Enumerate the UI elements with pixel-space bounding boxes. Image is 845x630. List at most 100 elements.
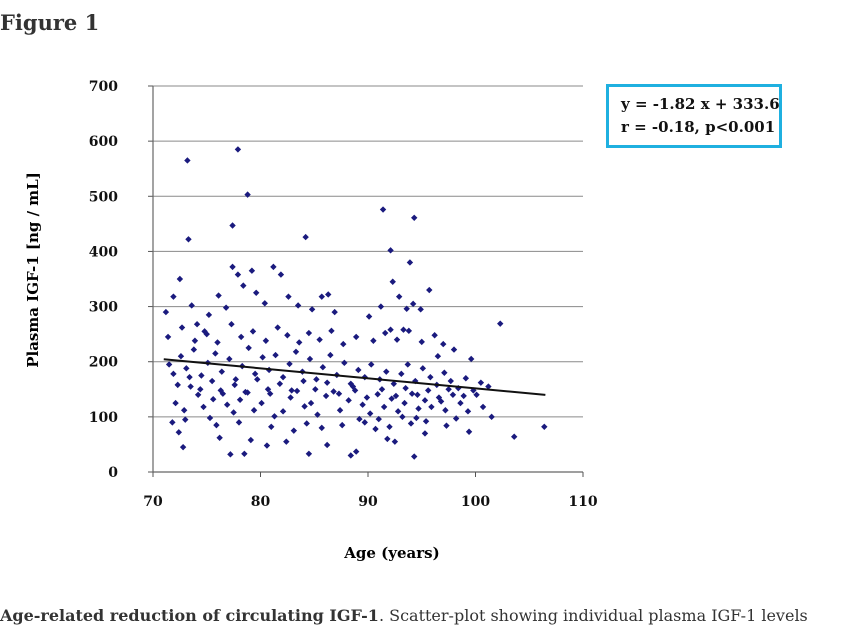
data-point — [450, 346, 458, 353]
data-point — [254, 376, 261, 383]
data-point — [183, 365, 190, 372]
x-tick-label: 110 — [568, 494, 597, 510]
data-point — [227, 451, 234, 458]
data-point — [313, 376, 320, 383]
data-point — [411, 214, 418, 221]
data-point — [400, 326, 407, 333]
data-point — [398, 370, 405, 378]
data-point — [390, 380, 397, 387]
data-point — [352, 333, 360, 341]
data-point — [286, 360, 293, 368]
x-tick-label: 90 — [358, 494, 378, 510]
correlation-stats: r = -0.18, p<0.001 — [621, 118, 776, 136]
figure-title: Figure 1 — [0, 10, 100, 35]
data-point — [253, 289, 260, 296]
data-point — [228, 321, 235, 328]
data-point — [421, 397, 429, 404]
data-point — [249, 328, 257, 335]
data-point — [401, 399, 408, 407]
x-tick-label: 70 — [143, 494, 163, 510]
data-point — [345, 397, 352, 404]
regression-equation-box: y = -1.82 x + 333.6 r = -0.18, p<0.001 — [606, 84, 782, 148]
data-point — [388, 395, 395, 402]
x-axis-label: Age (years) — [343, 544, 439, 562]
data-point — [411, 453, 418, 460]
data-point — [377, 303, 385, 310]
data-point — [464, 408, 472, 415]
data-point — [245, 344, 252, 352]
data-point — [387, 326, 394, 333]
data-point — [223, 401, 231, 408]
x-tick-label: 80 — [251, 494, 271, 510]
data-points — [162, 146, 548, 460]
data-point — [307, 399, 315, 407]
data-point — [335, 390, 343, 397]
data-point — [384, 435, 391, 443]
data-point — [359, 401, 366, 408]
data-point — [308, 306, 316, 313]
data-point — [356, 415, 363, 423]
data-point — [234, 146, 242, 153]
data-point — [425, 387, 432, 394]
data-point — [378, 386, 386, 393]
data-point — [232, 376, 239, 383]
data-point — [250, 407, 258, 414]
data-point — [296, 339, 303, 346]
data-point — [237, 333, 245, 341]
data-point — [437, 398, 445, 405]
data-point — [379, 206, 387, 213]
data-point — [318, 424, 325, 432]
data-point — [406, 259, 414, 266]
data-point — [452, 415, 460, 422]
data-point — [206, 414, 214, 422]
caption-bold: Age-related reduction of circulating IGF… — [0, 606, 379, 625]
data-point — [164, 333, 172, 341]
data-point — [235, 419, 243, 426]
data-point — [244, 191, 251, 198]
data-point — [355, 366, 362, 374]
data-point — [242, 388, 249, 396]
data-point — [305, 450, 313, 458]
data-point — [449, 391, 457, 398]
data-point — [441, 369, 448, 376]
data-point — [248, 267, 256, 274]
data-point — [409, 300, 417, 308]
data-point — [394, 408, 402, 415]
data-point — [247, 436, 255, 444]
data-point — [186, 373, 193, 381]
data-point — [415, 405, 422, 412]
data-point — [465, 428, 473, 435]
data-point — [205, 311, 213, 319]
y-tick-label: 700 — [89, 79, 118, 95]
regression-line — [163, 358, 546, 396]
data-point — [389, 278, 396, 285]
data-point — [264, 386, 272, 393]
data-point — [402, 384, 409, 392]
data-point — [442, 407, 449, 414]
data-point — [203, 330, 210, 338]
data-point — [352, 448, 360, 455]
data-point — [162, 308, 170, 316]
data-point — [387, 247, 394, 254]
data-point — [288, 387, 295, 394]
data-point — [468, 355, 475, 363]
figure-caption: Age-related reduction of circulating IGF… — [0, 606, 845, 625]
data-point — [426, 286, 433, 294]
data-point — [259, 354, 266, 361]
data-point — [391, 438, 399, 445]
data-point — [287, 394, 294, 401]
data-point — [184, 157, 191, 164]
regression-equation: y = -1.82 x + 333.6 — [621, 95, 780, 113]
data-point — [170, 293, 177, 300]
data-point — [434, 353, 442, 360]
data-point — [457, 399, 464, 407]
data-point — [241, 450, 248, 458]
data-point — [270, 263, 277, 271]
data-point — [285, 293, 292, 300]
data-point — [222, 304, 230, 311]
y-tick-label: 600 — [89, 134, 118, 150]
data-point — [341, 359, 348, 367]
x-tick-label: 100 — [461, 494, 490, 510]
data-point — [322, 392, 330, 400]
data-point — [266, 390, 274, 397]
